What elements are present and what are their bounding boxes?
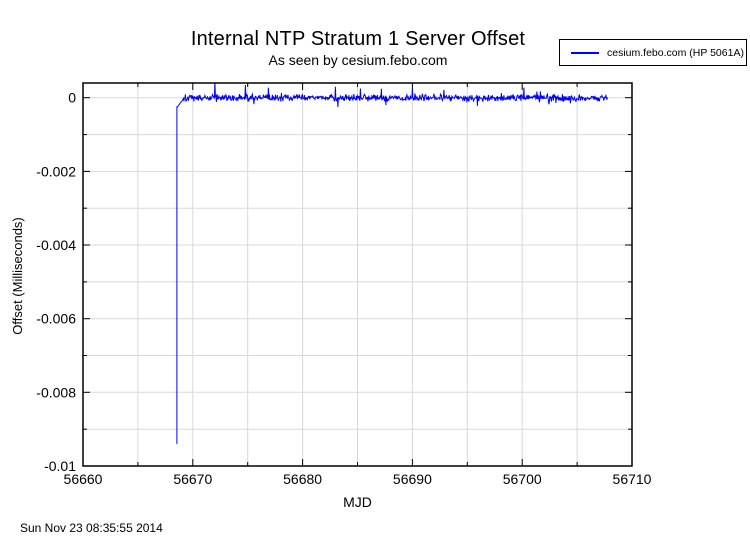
x-axis-label: MJD xyxy=(343,494,372,510)
timestamp: Sun Nov 23 08:35:55 2014 xyxy=(20,521,163,535)
y-tick-label: -0.004 xyxy=(36,237,76,253)
y-tick-labels: 0 -0.002 -0.004 -0.006 -0.008 -0.01 xyxy=(36,90,76,474)
chart-subtitle: As seen by cesium.febo.com xyxy=(268,52,448,68)
legend-entry-label: cesium.febo.com (HP 5061A) xyxy=(607,46,744,59)
axis-titles: MJD Offset (Milliseconds) xyxy=(10,217,372,510)
y-tick-label: -0.01 xyxy=(44,458,76,474)
x-tick-label: 56670 xyxy=(173,471,212,487)
x-tick-label: 56680 xyxy=(283,471,322,487)
y-tick-label: -0.002 xyxy=(36,163,76,179)
series-line xyxy=(176,83,608,444)
legend-line-sample-icon xyxy=(571,51,599,54)
x-tick-label: 56700 xyxy=(503,471,542,487)
y-axis-label: Offset (Milliseconds) xyxy=(10,217,25,335)
x-tick-labels: 56660 56670 56680 56690 56700 56710 xyxy=(64,471,652,487)
legend: cesium.febo.com (HP 5061A) xyxy=(559,39,747,66)
y-tick-label: -0.006 xyxy=(36,311,76,327)
x-tick-label: 56660 xyxy=(64,471,103,487)
x-tick-label: 56690 xyxy=(393,471,432,487)
chart-title: Internal NTP Stratum 1 Server Offset xyxy=(190,28,526,50)
y-tick-label: -0.008 xyxy=(36,384,76,400)
plot-border xyxy=(82,82,633,467)
y-tick-label: 0 xyxy=(68,90,76,106)
gridlines xyxy=(83,83,632,466)
x-tick-label: 56710 xyxy=(613,471,652,487)
